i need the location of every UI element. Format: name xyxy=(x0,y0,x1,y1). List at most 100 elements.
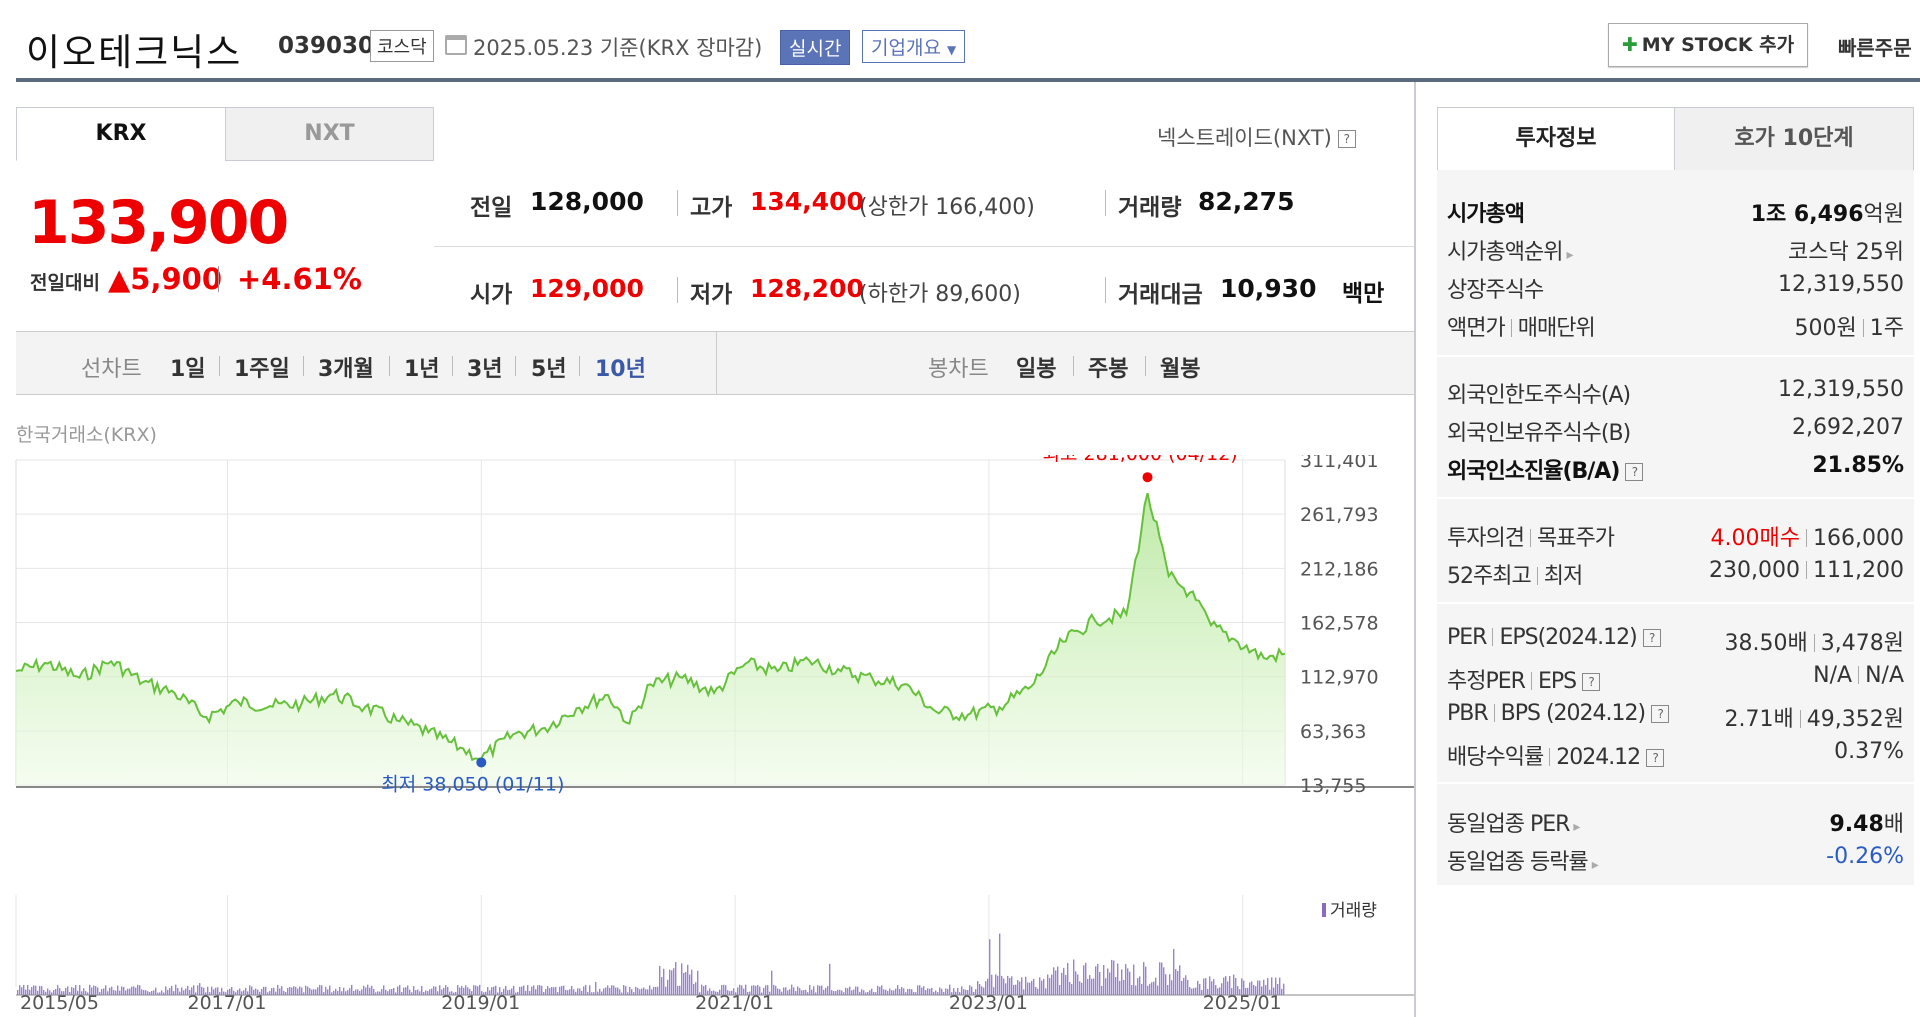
volume-bar xyxy=(119,990,121,995)
volume-bar xyxy=(961,986,963,995)
open-value: 129,000 xyxy=(530,274,644,303)
volume-bar xyxy=(963,989,965,995)
volume-bar xyxy=(547,986,549,995)
period-1y[interactable]: 1년 xyxy=(404,357,440,382)
volume-bar xyxy=(1033,978,1035,995)
candle-daily[interactable]: 일봉 xyxy=(1016,357,1057,382)
section-divider xyxy=(1437,355,1914,357)
volume-bar xyxy=(1167,984,1169,995)
volume-bar xyxy=(847,988,849,995)
volume-bar xyxy=(811,989,813,995)
volume-bar xyxy=(405,987,407,995)
volume-bar xyxy=(807,992,809,995)
volume-bar xyxy=(161,990,163,995)
volume-bar xyxy=(933,991,935,995)
volume-bar xyxy=(201,986,203,995)
period-10y[interactable]: 10년 xyxy=(595,357,646,382)
volume-bar xyxy=(37,990,39,995)
volume-bar xyxy=(1275,977,1277,995)
period-3m[interactable]: 3개월 xyxy=(318,357,374,382)
volume-bar xyxy=(27,984,29,995)
volume-bar xyxy=(551,986,553,995)
volume-bar xyxy=(759,986,761,995)
volume-bar xyxy=(151,990,153,995)
volume-bar xyxy=(517,991,519,995)
nxt-link[interactable]: 넥스트레이드(NXT)? xyxy=(1157,122,1356,152)
volume-bar xyxy=(965,989,967,995)
volume-bar xyxy=(21,987,23,995)
volume-bar xyxy=(253,989,255,995)
tab-orderbook[interactable]: 호가 10단계 xyxy=(1674,107,1914,171)
period-5y[interactable]: 5년 xyxy=(531,357,567,382)
volume-bar xyxy=(1281,988,1283,995)
listed-shares-value: 12,319,550 xyxy=(1778,272,1904,297)
extrema-markers: 최고 281,000 (04/12) 최저 38,050 (01/11) xyxy=(381,455,1237,795)
tab-krx[interactable]: KRX xyxy=(16,107,226,161)
candle-monthly[interactable]: 월봉 xyxy=(1160,357,1201,382)
volume-bar xyxy=(303,992,305,995)
volume-bar xyxy=(1231,988,1233,995)
volume-bar xyxy=(905,992,907,995)
week52-high-label: 52주최고 xyxy=(1447,564,1532,589)
volume-bar xyxy=(63,991,65,995)
quick-order-button[interactable]: 빠른주문 xyxy=(1838,36,1912,60)
est-eps-value: N/A xyxy=(1865,663,1904,688)
help-icon[interactable]: ? xyxy=(1651,705,1670,723)
sector-change-label: 동일업종 등락률 xyxy=(1447,850,1589,875)
volume-bar xyxy=(81,991,83,995)
company-info-dropdown[interactable]: 기업개요 ▼ xyxy=(862,30,966,63)
foreign-limit-value: 12,319,550 xyxy=(1778,377,1904,402)
help-icon[interactable]: ? xyxy=(1625,463,1644,481)
volume-bar xyxy=(285,992,287,995)
volume-bar xyxy=(315,989,317,995)
volume-bar xyxy=(755,985,757,995)
volume-bar xyxy=(739,984,741,995)
volume-bar xyxy=(257,989,259,995)
volume-bar xyxy=(351,984,353,995)
volume-bar xyxy=(1223,977,1225,995)
volume-bar xyxy=(149,991,151,995)
volume-bar xyxy=(881,985,883,995)
volume-bar xyxy=(1069,981,1071,995)
volume-bar xyxy=(659,965,661,995)
calendar-icon xyxy=(445,35,467,55)
volume-bar xyxy=(255,988,257,995)
help-icon[interactable]: ? xyxy=(1582,673,1601,691)
period-3y[interactable]: 3년 xyxy=(467,357,503,382)
volume-bar xyxy=(821,985,823,995)
volume-bar xyxy=(843,992,845,995)
help-icon[interactable]: ? xyxy=(1646,749,1665,767)
volume-bar xyxy=(1023,989,1025,995)
period-1d[interactable]: 1일 xyxy=(170,357,206,382)
chevron-right-icon: ▸ xyxy=(1566,247,1573,263)
tab-invest-info[interactable]: 투자정보 xyxy=(1437,107,1675,171)
price-line xyxy=(15,492,1286,762)
volume-bar xyxy=(377,991,379,995)
volume-bar xyxy=(369,987,371,995)
tab-nxt[interactable]: NXT xyxy=(225,107,434,161)
volume-bar xyxy=(859,991,861,995)
volume-bar xyxy=(943,991,945,995)
x-tick-label: 2021/01 xyxy=(695,992,774,1014)
quote-divider xyxy=(1105,190,1106,216)
volume-bar xyxy=(525,990,527,995)
volume-bar xyxy=(489,990,491,995)
help-icon[interactable]: ? xyxy=(1337,130,1356,148)
volume-bar xyxy=(1087,978,1089,995)
realtime-button[interactable]: 실시간 xyxy=(780,30,851,65)
candle-weekly[interactable]: 주봉 xyxy=(1088,357,1129,382)
help-icon[interactable]: ? xyxy=(1642,629,1661,647)
volume-bar xyxy=(1217,988,1219,995)
volume-bar xyxy=(1155,977,1157,995)
volume-bar xyxy=(221,987,223,995)
volume-bar xyxy=(243,990,245,995)
volume-bar xyxy=(235,992,237,995)
volume-bar xyxy=(733,988,735,995)
volume-bar xyxy=(347,990,349,995)
add-mystock-button[interactable]: ✚ MY STOCK 추가 xyxy=(1608,23,1808,67)
period-1w[interactable]: 1주일 xyxy=(234,357,290,382)
volume-bar xyxy=(1255,986,1257,995)
volume-bar xyxy=(71,987,73,995)
volume-bar xyxy=(33,985,35,995)
volume-bar xyxy=(373,988,375,995)
